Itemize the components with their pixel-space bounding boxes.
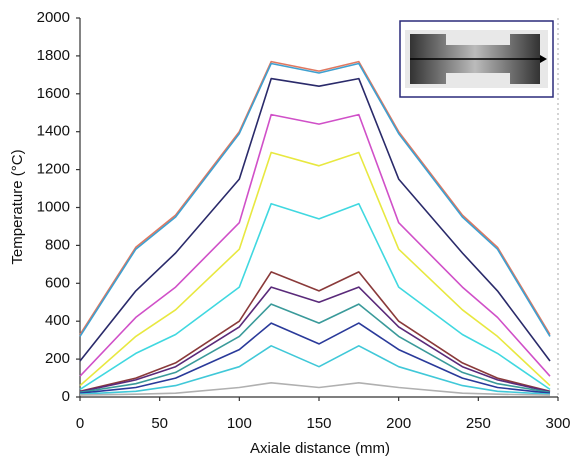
x-tick-label: 0 [76,415,84,432]
x-tick-label: 300 [545,415,570,432]
series-line [79,62,551,337]
series-line [79,77,551,362]
series-line [79,303,551,394]
x-tick-label: 50 [151,415,168,432]
x-tick-label: 250 [466,415,491,432]
series-line [79,345,551,395]
series-line [79,286,551,393]
y-tick-label: 1400 [37,123,70,140]
y-axis-title: Temperature (°C) [9,149,26,264]
series-line [79,60,551,335]
series-line [79,271,551,393]
series-line [79,322,551,394]
series-line [79,113,551,377]
y-tick-label: 2000 [37,9,70,26]
y-tick-label: 0 [62,388,70,405]
y-tick-label: 1000 [37,198,70,215]
y-tick-label: 1600 [37,85,70,102]
x-tick-label: 150 [306,415,331,432]
y-tick-label: 1200 [37,161,70,178]
y-tick-label: 800 [45,236,70,253]
y-tick-label: 400 [45,312,70,329]
y-tick-label: 200 [45,350,70,367]
series-line [79,202,551,391]
x-axis-title: Axiale distance (mm) [250,440,390,457]
series-line [79,382,551,396]
x-tick-label: 100 [227,415,252,432]
y-tick-label: 1800 [37,47,70,64]
x-tick-label: 200 [386,415,411,432]
y-tick-label: 600 [45,274,70,291]
inset-image [399,20,554,98]
series-line [79,151,551,387]
